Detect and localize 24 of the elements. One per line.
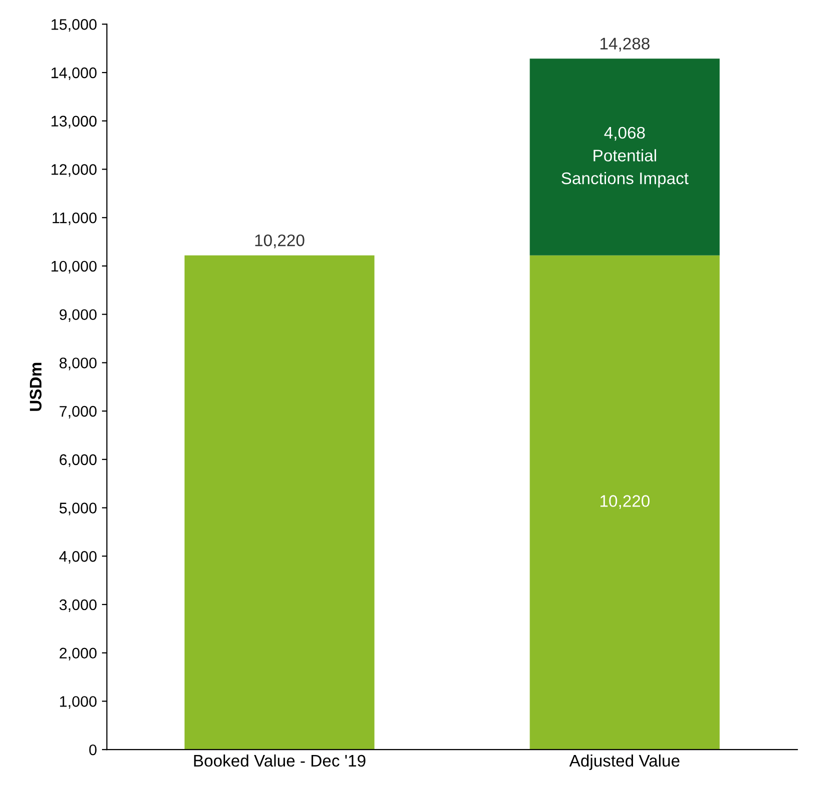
y-tick-label: 13,000 xyxy=(52,116,97,128)
data-label: 10,220 xyxy=(600,495,650,509)
data-label: 4,068 xyxy=(604,126,645,141)
y-tick-label: 2,000 xyxy=(60,648,97,660)
x-tick-label: Adjusted Value xyxy=(569,754,680,770)
y-tick-label: 15,000 xyxy=(52,19,97,32)
y-tick-label: 0 xyxy=(89,744,97,756)
series-label: Potential Sanctions Impact xyxy=(562,149,689,188)
y-tick-label: 4,000 xyxy=(59,551,97,564)
x-tick-label: Booked Value - Dec '19 xyxy=(194,754,366,767)
total-label: 10,220 xyxy=(255,234,304,248)
y-tick-label: 5,000 xyxy=(60,502,97,516)
y-tick-label: 1,000 xyxy=(60,696,97,709)
y-tick-label: 7,000 xyxy=(60,406,97,419)
y-tick-label: 3,000 xyxy=(59,599,97,612)
y-tick-label: 6,000 xyxy=(60,454,97,467)
y-tick-label: 12,000 xyxy=(52,164,97,177)
y-axis-title: USDm xyxy=(30,362,42,411)
y-tick-label: 11,000 xyxy=(52,212,97,226)
y-tick-label: 14,000 xyxy=(52,67,97,80)
y-tick-label: 10,000 xyxy=(52,260,97,274)
y-tick-label: 9,000 xyxy=(60,309,97,322)
y-tick-label: 8,000 xyxy=(60,358,97,370)
total-label: 14,288 xyxy=(600,38,650,52)
